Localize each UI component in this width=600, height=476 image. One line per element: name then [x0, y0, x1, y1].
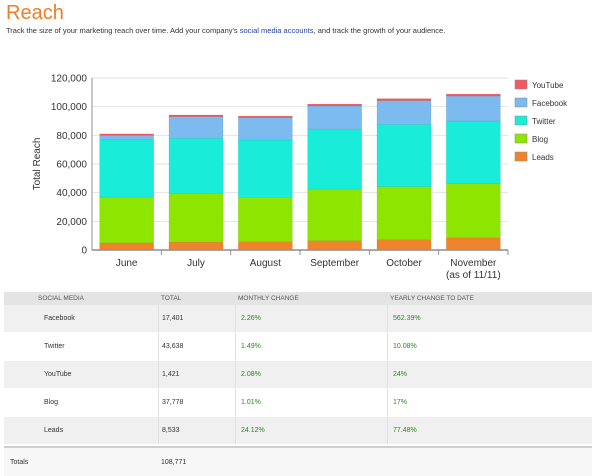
- bar-segment-facebook: [307, 105, 362, 130]
- row-total: 37,778: [158, 389, 235, 416]
- bar-segment-facebook: [446, 95, 501, 122]
- row-monthly-change: 2.08%: [235, 361, 387, 388]
- x-tick-label: November: [450, 258, 497, 269]
- bar-segment-blog: [168, 193, 224, 243]
- row-total: 17,401: [158, 305, 235, 332]
- bar-segment-twitter: [307, 128, 362, 190]
- bar-segment-youtube: [168, 114, 224, 117]
- table-row: Facebook 17,401 2.26% 562.39%: [4, 305, 592, 333]
- legend-swatch-blog: [514, 133, 528, 144]
- reach-stacked-bar-chart: 0 20,000 40,000 60,000 80,000 100,000 120,000 T…: [32, 74, 568, 282]
- bar-segment-facebook: [99, 135, 154, 140]
- y-tick-label: 0: [81, 246, 87, 257]
- header-social-media: SOCIAL MEDIA: [38, 295, 84, 302]
- legend-label-leads: Leads: [532, 153, 554, 162]
- legend-label-youtube: YouTube: [532, 81, 564, 90]
- bar-segment-blog: [376, 186, 432, 240]
- bar-segment-leads: [168, 241, 224, 251]
- row-yearly-change: 17%: [387, 389, 592, 416]
- bar-segment-blog: [446, 183, 501, 239]
- y-axis-label: Total Reach: [32, 138, 43, 191]
- subtitle-text-after: , and track the growth of your audience.: [313, 26, 446, 35]
- row-yearly-change: 562.39%: [387, 305, 592, 332]
- table-header: SOCIAL MEDIA TOTAL MONTHLY CHANGE YEARLY…: [4, 292, 592, 305]
- bar-segment-facebook: [376, 100, 432, 125]
- y-tick-label: 100,000: [51, 102, 88, 113]
- y-tick-label: 40,000: [56, 188, 87, 199]
- bar-segment-leads: [307, 240, 362, 251]
- header-total: TOTAL: [161, 295, 182, 302]
- y-tick-label: 80,000: [56, 131, 87, 142]
- row-name: Facebook: [44, 315, 75, 322]
- bar-segment-blog: [238, 197, 293, 242]
- x-tick-label: October: [386, 258, 422, 269]
- bar-segment-leads: [446, 237, 501, 251]
- header-yearly-change: YEARLY CHANGE TO DATE: [390, 295, 474, 302]
- legend-label-blog: Blog: [532, 135, 548, 144]
- row-total: 8,533: [158, 417, 235, 444]
- row-name: Twitter: [44, 343, 65, 350]
- row-yearly-change: 77.48%: [387, 417, 592, 444]
- totals-value: 108,771: [161, 458, 187, 466]
- bar-segment-youtube: [238, 115, 293, 118]
- y-tick-label: 20,000: [56, 217, 87, 228]
- row-total: 43,638: [158, 333, 235, 360]
- social-media-accounts-link[interactable]: social media accounts: [239, 26, 314, 35]
- bar-segment-youtube: [99, 133, 154, 136]
- x-tick-label: June: [116, 258, 138, 269]
- row-name: Blog: [44, 399, 59, 406]
- header-monthly-change: MONTHLY CHANGE: [238, 295, 299, 302]
- bar-segment-leads: [238, 241, 293, 251]
- totals-row: Totals 108,771: [4, 446, 592, 476]
- legend-label-facebook: Facebook: [532, 99, 568, 108]
- page-title: Reach: [6, 2, 64, 24]
- x-tick-sublabel: (as of 11/11): [446, 270, 501, 281]
- y-tick-label: 60,000: [56, 160, 87, 171]
- legend-swatch-twitter: [514, 115, 528, 126]
- social-media-table: SOCIAL MEDIA TOTAL MONTHLY CHANGE YEARLY…: [4, 292, 592, 476]
- bar-segment-facebook: [238, 117, 293, 141]
- table-row: YouTube 1,421 2.08% 24%: [4, 361, 592, 389]
- row-yearly-change: 24%: [387, 361, 592, 388]
- bar-segment-blog: [99, 196, 154, 244]
- row-monthly-change: 2.26%: [235, 305, 387, 332]
- row-monthly-change: 24.12%: [235, 417, 387, 444]
- x-tick-label: July: [187, 258, 205, 269]
- legend-swatch-youtube: [514, 79, 528, 90]
- subtitle-text-before: Track the size of your marketing reach o…: [6, 26, 240, 35]
- row-monthly-change: 1.01%: [235, 389, 387, 416]
- bar-segment-youtube: [446, 93, 501, 97]
- legend-swatch-leads: [514, 151, 528, 162]
- row-yearly-change: 10.08%: [387, 333, 592, 360]
- y-tick-label: 120,000: [51, 74, 88, 85]
- page-subtitle: Track the size of your marketing reach o…: [6, 26, 445, 35]
- bar-segment-facebook: [168, 116, 224, 139]
- bar-segment-twitter: [446, 120, 501, 184]
- row-name: Leads: [44, 427, 64, 434]
- bar-segment-leads: [376, 239, 432, 251]
- bar-segment-youtube: [376, 98, 432, 101]
- bar-segment-twitter: [168, 137, 224, 194]
- bar-segment-twitter: [99, 139, 154, 198]
- bar-segment-leads: [99, 242, 154, 251]
- bar-segment-twitter: [376, 124, 432, 187]
- table-row: Leads 8,533 24.12% 77.48%: [4, 417, 592, 445]
- row-total: 1,421: [158, 361, 235, 388]
- row-name: YouTube: [44, 371, 72, 378]
- legend-swatch-facebook: [514, 97, 528, 108]
- legend-label-twitter: Twitter: [532, 117, 556, 126]
- x-tick-label: September: [310, 258, 360, 269]
- table-row: Twitter 43,638 1.49% 10.08%: [4, 333, 592, 361]
- bar-segment-youtube: [307, 103, 362, 107]
- bar-segment-blog: [307, 188, 362, 241]
- table-row: Blog 37,778 1.01% 17%: [4, 389, 592, 417]
- totals-label: Totals: [10, 458, 29, 466]
- row-monthly-change: 1.49%: [235, 333, 387, 360]
- x-tick-label: August: [250, 258, 281, 269]
- bar-segment-twitter: [238, 139, 293, 198]
